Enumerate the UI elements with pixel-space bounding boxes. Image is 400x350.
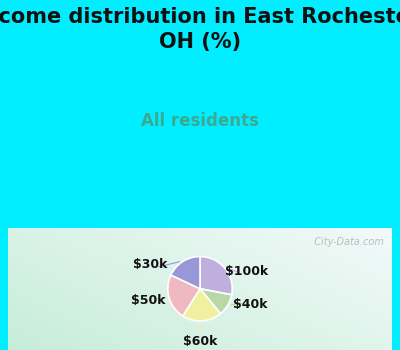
Text: $40k: $40k: [233, 298, 267, 312]
Wedge shape: [183, 289, 220, 321]
Wedge shape: [200, 257, 232, 295]
Text: $50k: $50k: [131, 294, 166, 307]
Text: City-Data.com: City-Data.com: [308, 237, 384, 247]
Wedge shape: [200, 289, 232, 314]
Text: All residents: All residents: [141, 112, 259, 130]
Text: Income distribution in East Rochester,
OH (%): Income distribution in East Rochester, O…: [0, 7, 400, 52]
Text: $60k: $60k: [183, 335, 217, 349]
Text: $30k: $30k: [133, 258, 167, 271]
Wedge shape: [168, 275, 200, 316]
Text: $100k: $100k: [225, 265, 268, 278]
Wedge shape: [171, 257, 200, 289]
